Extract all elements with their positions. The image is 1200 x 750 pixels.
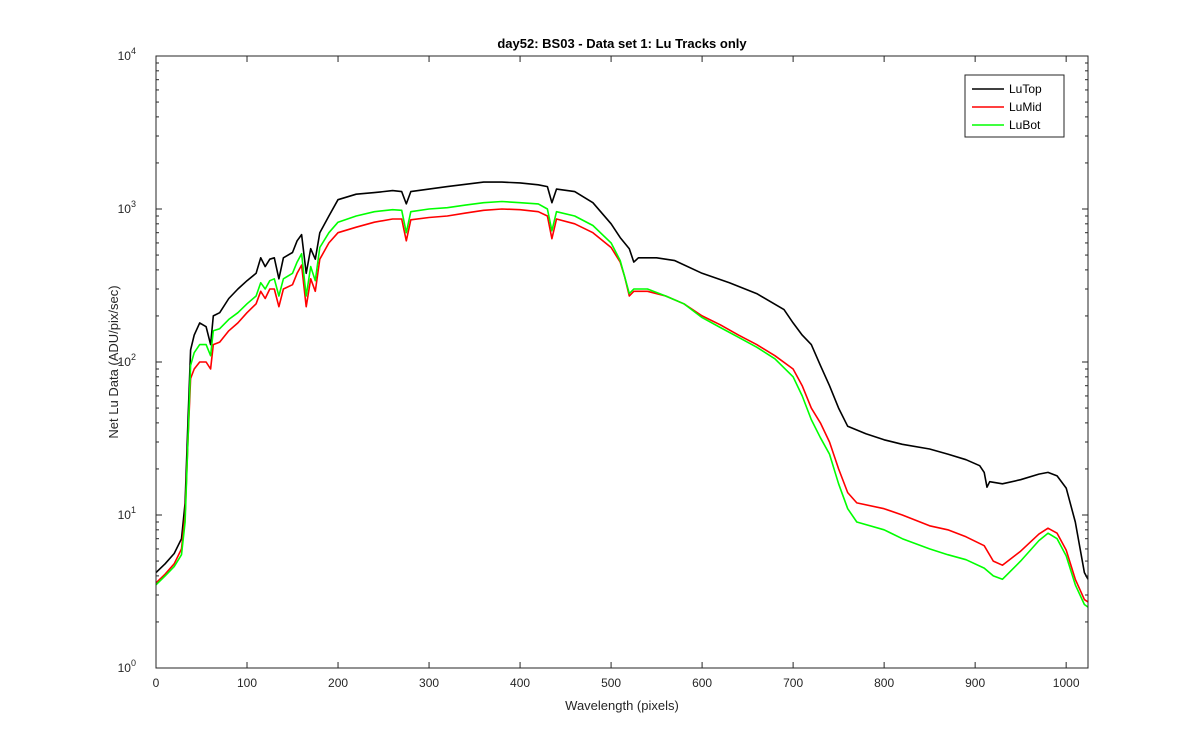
- legend: LuTop LuMid LuBot: [964, 74, 1065, 138]
- x-tick-label: 400: [510, 676, 530, 690]
- plot-area: [156, 56, 1088, 668]
- legend-label-lubot: LuBot: [1009, 118, 1041, 132]
- x-tick-label: 800: [874, 676, 894, 690]
- plot-frame: [155, 55, 1089, 669]
- y-tick-label: 102: [118, 352, 136, 369]
- x-tick-label: 300: [419, 676, 439, 690]
- y-axis-title: Net Lu Data (ADU/pix/sec): [106, 285, 121, 438]
- y-tick-label: 104: [118, 46, 136, 63]
- x-tick-label: 500: [601, 676, 621, 690]
- series-line-lumid: [155, 208, 1089, 603]
- x-tick-label: 700: [783, 676, 803, 690]
- series-layer: [155, 181, 1089, 608]
- x-tick-label: 600: [692, 676, 712, 690]
- x-axis-ticks: 0 100 200 300 400 500 600 700 800 900 1000: [153, 56, 1080, 690]
- y-tick-label: 103: [118, 199, 136, 216]
- series-line-lubot: [155, 200, 1089, 608]
- x-tick-label: 900: [965, 676, 985, 690]
- chart-title: day52: BS03 - Data set 1: Lu Tracks only: [497, 36, 747, 51]
- x-tick-label: 200: [328, 676, 348, 690]
- y-tick-label: 101: [118, 505, 136, 522]
- y-tick-label: 100: [118, 658, 136, 675]
- x-tick-label: 0: [153, 676, 160, 690]
- legend-box: [964, 74, 1065, 138]
- series-line-lutop: [155, 181, 1089, 580]
- legend-label-lutop: LuTop: [1009, 82, 1042, 96]
- x-tick-label: 1000: [1053, 676, 1080, 690]
- x-axis-title: Wavelength (pixels): [565, 698, 679, 713]
- x-tick-label: 100: [237, 676, 257, 690]
- legend-label-lumid: LuMid: [1009, 100, 1042, 114]
